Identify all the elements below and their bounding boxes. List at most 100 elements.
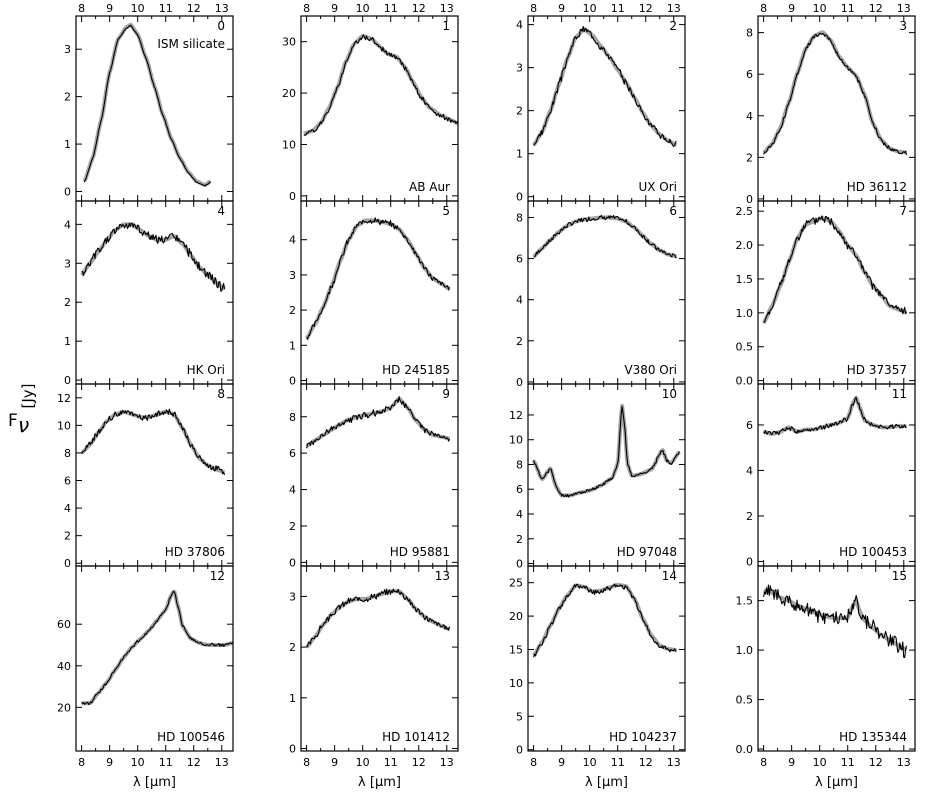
ytick-label-9-1: 2 bbox=[289, 520, 296, 533]
panel-index-7: 7 bbox=[899, 204, 907, 218]
xtick-label-14-0: 8 bbox=[530, 756, 537, 769]
panel-frame-15 bbox=[757, 565, 916, 752]
panel-14: 0 5 10 15 20 25 14 HD 104237 8 9 10 11 12 13 bbox=[509, 565, 686, 769]
spectrum-line-0 bbox=[83, 24, 211, 187]
panel-index-13: 13 bbox=[435, 569, 450, 583]
spectrum-line-3 bbox=[763, 32, 908, 155]
ytick-label-8-1: 2 bbox=[64, 530, 71, 543]
xtick-top-label-3-4: 12 bbox=[869, 2, 883, 15]
panel-4: 0 1 2 3 4 4 HK Ori bbox=[64, 200, 234, 387]
panel-frame-5 bbox=[300, 200, 459, 385]
xtick-label-13-2: 10 bbox=[356, 756, 370, 769]
panel-label-5: HD 245185 bbox=[382, 363, 450, 377]
ytick-label-5-4: 4 bbox=[289, 234, 296, 247]
xtick-label-12-0: 8 bbox=[78, 756, 85, 769]
xtick-top-label-0-1: 9 bbox=[106, 2, 113, 15]
ytick-label-6-4: 8 bbox=[516, 211, 523, 224]
ytick-label-10-2: 4 bbox=[516, 508, 523, 521]
panel-index-15: 15 bbox=[892, 569, 907, 583]
panel-frame-8 bbox=[75, 383, 234, 567]
xtick-label-12-2: 10 bbox=[131, 756, 145, 769]
panel-frame-12 bbox=[75, 565, 234, 752]
ytick-label-2-3: 3 bbox=[516, 62, 523, 75]
xtick-top-label-3-1: 9 bbox=[788, 2, 795, 15]
panel-8: 0 2 4 6 8 10 12 8 HD 37806 bbox=[57, 383, 234, 570]
xtick-top-label-0-4: 12 bbox=[187, 2, 201, 15]
xtick-label-12-5: 13 bbox=[215, 756, 229, 769]
xtick-label-15-5: 13 bbox=[897, 756, 911, 769]
x-axis-titles: λ [μm] λ [μm] λ [μm] λ [μm] bbox=[133, 775, 858, 790]
ytick-label-12-2: 60 bbox=[57, 618, 71, 631]
y-axis-title-sub: ν bbox=[18, 413, 29, 437]
ytick-label-1-3: 30 bbox=[282, 36, 296, 49]
ytick-label-14-5: 25 bbox=[509, 577, 523, 590]
ytick-label-12-0: 20 bbox=[57, 701, 71, 714]
ytick-label-0-3: 3 bbox=[64, 43, 71, 56]
ytick-label-5-3: 3 bbox=[289, 269, 296, 282]
ytick-label-4-3: 3 bbox=[64, 257, 71, 270]
ytick-label-3-0: 0 bbox=[746, 193, 753, 206]
ytick-label-8-0: 0 bbox=[64, 557, 71, 570]
xtick-top-label-2-5: 13 bbox=[667, 2, 681, 15]
xtick-label-13-0: 8 bbox=[303, 756, 310, 769]
panel-index-2: 2 bbox=[669, 19, 677, 33]
xtick-label-14-1: 9 bbox=[558, 756, 565, 769]
xtick-label-15-2: 10 bbox=[813, 756, 827, 769]
ytick-label-0-1: 1 bbox=[64, 138, 71, 151]
spectrum-line-10 bbox=[533, 406, 680, 498]
ytick-label-6-0: 0 bbox=[516, 376, 523, 389]
xtick-label-13-5: 13 bbox=[440, 756, 454, 769]
y-axis-title-main: F bbox=[8, 411, 18, 431]
ytick-label-15-2: 1.0 bbox=[736, 644, 754, 657]
panel-index-5: 5 bbox=[442, 204, 450, 218]
xtick-top-label-1-3: 11 bbox=[384, 2, 398, 15]
model-line-14 bbox=[532, 582, 678, 657]
ytick-label-14-3: 15 bbox=[509, 643, 523, 656]
panel-frame-3 bbox=[757, 15, 916, 202]
ytick-label-13-1: 1 bbox=[289, 692, 296, 705]
ytick-label-13-2: 2 bbox=[289, 641, 296, 654]
spectrum-line-13 bbox=[306, 588, 451, 648]
y-axis-title-unit: [Jy] bbox=[19, 383, 37, 408]
spectrum-line-4 bbox=[81, 222, 226, 292]
xtick-top-label-2-4: 12 bbox=[639, 2, 653, 15]
xtick-top-label-2-3: 11 bbox=[611, 2, 625, 15]
ytick-label-10-6: 12 bbox=[509, 409, 523, 422]
ytick-label-10-1: 2 bbox=[516, 533, 523, 546]
spectrum-line-12 bbox=[81, 590, 234, 706]
model-line-12 bbox=[80, 589, 234, 706]
panel-index-10: 10 bbox=[662, 387, 677, 401]
ytick-label-9-3: 6 bbox=[289, 447, 296, 460]
ytick-label-15-0: 0.0 bbox=[736, 743, 754, 756]
ytick-label-13-3: 3 bbox=[289, 590, 296, 603]
ytick-label-8-3: 6 bbox=[64, 475, 71, 488]
spectrum-line-11 bbox=[763, 396, 907, 436]
ytick-label-2-1: 1 bbox=[516, 148, 523, 161]
xtick-label-15-1: 9 bbox=[788, 756, 795, 769]
xtick-label-15-0: 8 bbox=[760, 756, 767, 769]
ytick-label-11-3: 6 bbox=[746, 419, 753, 432]
panel-index-11: 11 bbox=[892, 387, 907, 401]
xtick-top-label-1-5: 13 bbox=[440, 2, 454, 15]
panel-1: 0 10 20 30 1 AB Aur 8 9 10 11 12 13 bbox=[282, 2, 459, 203]
ytick-label-5-1: 1 bbox=[289, 339, 296, 352]
panel-15: 0.0 0.5 1.0 1.5 15 HD 135344 8 9 10 11 12 13 bbox=[736, 565, 916, 769]
ytick-label-10-4: 8 bbox=[516, 458, 523, 471]
panel-index-3: 3 bbox=[899, 19, 907, 33]
ytick-label-15-1: 0.5 bbox=[736, 694, 754, 707]
panel-6: 0 2 4 6 8 6 V380 Ori bbox=[516, 200, 686, 389]
ytick-label-2-4: 4 bbox=[516, 19, 523, 32]
panel-label-12: HD 100546 bbox=[157, 730, 225, 744]
panel-label-9: HD 95881 bbox=[390, 545, 450, 559]
spectrum-line-14 bbox=[533, 583, 677, 658]
panel-index-1: 1 bbox=[442, 19, 450, 33]
ytick-label-14-2: 10 bbox=[509, 677, 523, 690]
model-line-10 bbox=[531, 403, 681, 498]
y-axis-title: F ν [Jy] bbox=[8, 383, 37, 437]
panel-label-6: V380 Ori bbox=[624, 363, 677, 377]
ytick-label-8-6: 12 bbox=[57, 392, 71, 405]
xtick-label-13-1: 9 bbox=[331, 756, 338, 769]
ytick-label-4-1: 1 bbox=[64, 335, 71, 348]
ytick-label-11-2: 4 bbox=[746, 464, 753, 477]
